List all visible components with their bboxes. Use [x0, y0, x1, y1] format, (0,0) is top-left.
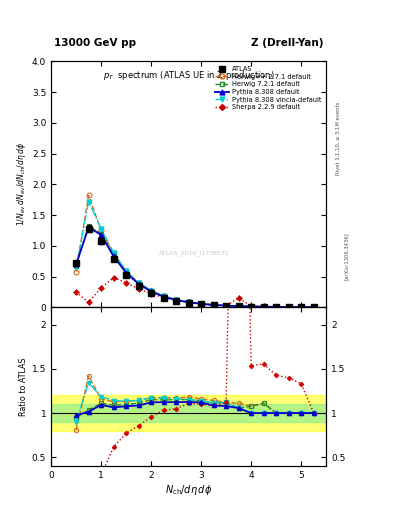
Text: Rivet 3.1.10, ≥ 3.1M events: Rivet 3.1.10, ≥ 3.1M events — [336, 101, 341, 175]
Y-axis label: Ratio to ATLAS: Ratio to ATLAS — [19, 357, 28, 416]
Text: 13000 GeV pp: 13000 GeV pp — [54, 38, 136, 48]
Text: $p_T$  spectrum (ATLAS UE in Z production): $p_T$ spectrum (ATLAS UE in Z production… — [103, 69, 275, 82]
X-axis label: $N_{\rm ch}/d\eta\, d\phi$: $N_{\rm ch}/d\eta\, d\phi$ — [165, 482, 212, 497]
Text: [arXiv:1306.3436]: [arXiv:1306.3436] — [344, 232, 349, 280]
Legend: ATLAS, Herwig++ 2.7.1 default, Herwig 7.2.1 default, Pythia 8.308 default, Pythi: ATLAS, Herwig++ 2.7.1 default, Herwig 7.… — [213, 65, 323, 112]
Y-axis label: $1/N_{\rm ev}\; dN_{\rm ev}/dN_{\rm ch}/d\eta\, d\phi$: $1/N_{\rm ev}\; dN_{\rm ev}/dN_{\rm ch}/… — [15, 142, 28, 226]
Text: ATLAS_2019_I1736531: ATLAS_2019_I1736531 — [159, 250, 230, 256]
Text: Z (Drell-Yan): Z (Drell-Yan) — [251, 38, 323, 48]
